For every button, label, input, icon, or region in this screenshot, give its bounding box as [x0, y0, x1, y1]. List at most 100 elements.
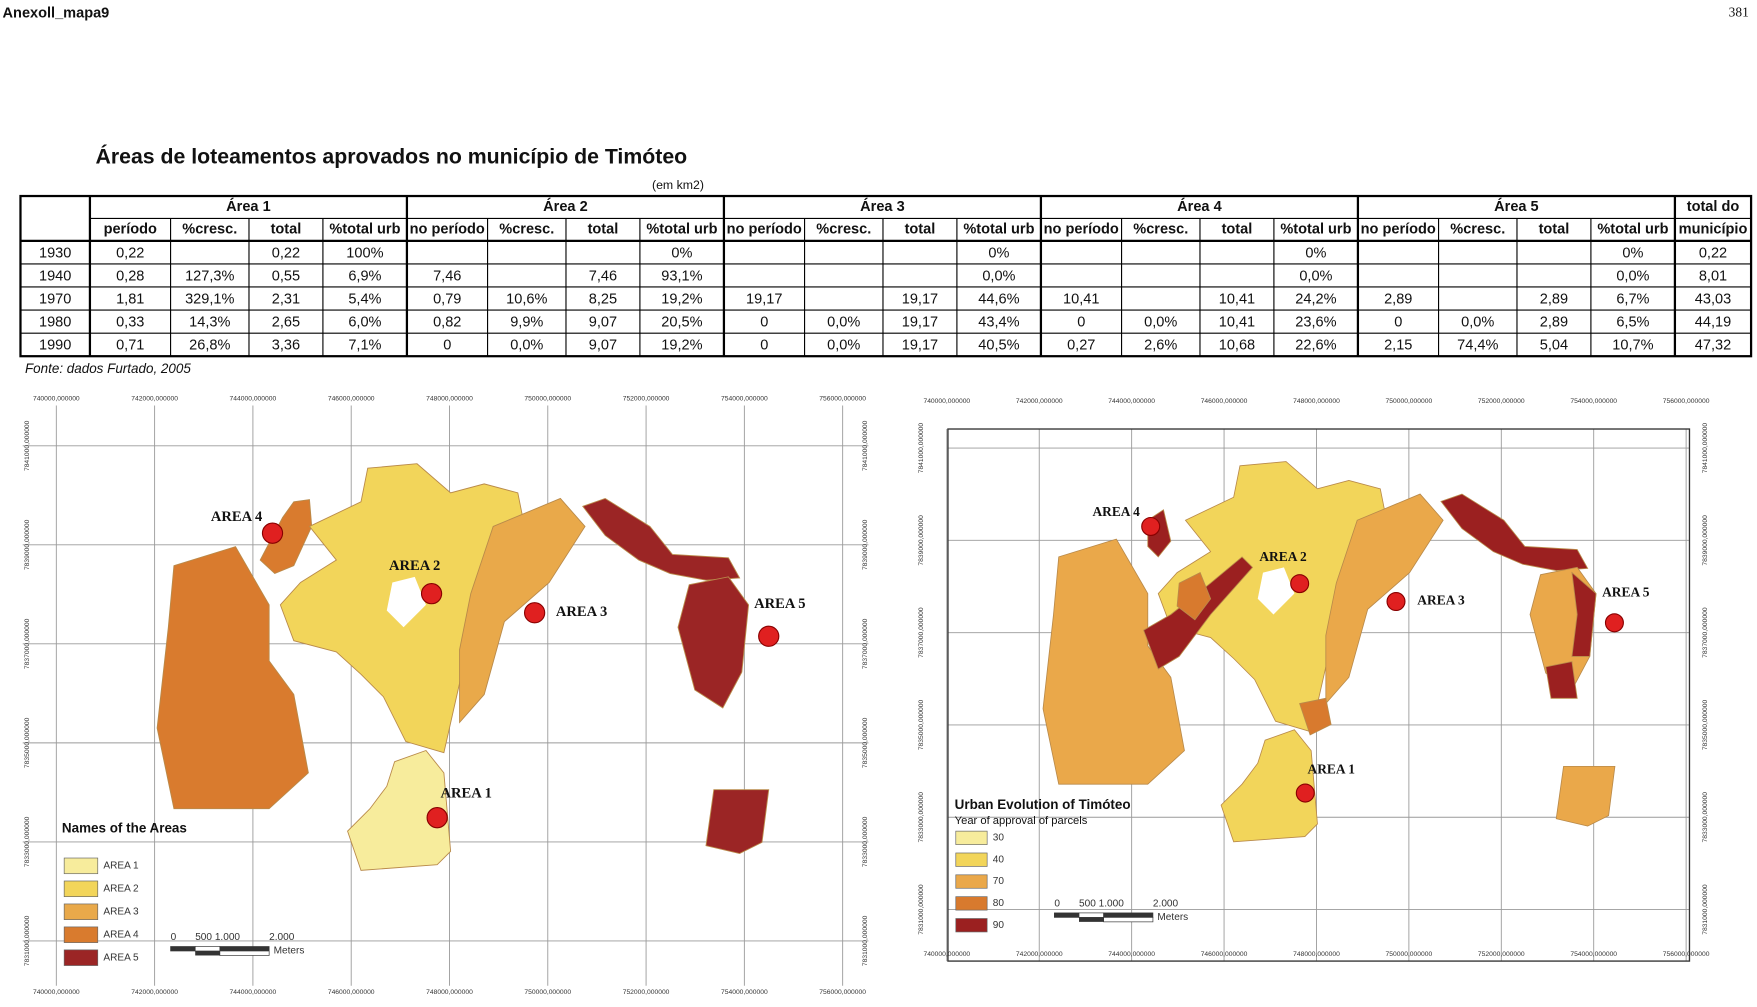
- coord-label: 752000,000000: [1478, 398, 1525, 405]
- cell: 2,65: [272, 315, 300, 331]
- group-header: total do: [1687, 199, 1740, 215]
- cell: 9,9%: [510, 315, 543, 331]
- coord-label: 744000,000000: [1108, 398, 1155, 405]
- column-header: %total urb: [1280, 221, 1351, 237]
- cell: 19,2%: [661, 291, 702, 307]
- scale-bar: [194, 946, 221, 952]
- scale-label: 2.000: [1153, 899, 1179, 910]
- legend-label: 30: [993, 833, 1005, 844]
- area-5-strip: [582, 497, 741, 581]
- scale-label: 0: [1054, 899, 1060, 910]
- cell: 0,79: [433, 291, 461, 307]
- coord-label: 750000,000000: [524, 989, 571, 996]
- coord-label: 7841000,000000: [918, 423, 925, 474]
- coord-label: 750000,000000: [1386, 398, 1433, 405]
- legend-label: AREA 2: [103, 883, 139, 894]
- legend-swatch: [63, 949, 99, 966]
- coord-label: 740000,000000: [923, 398, 970, 405]
- scale-label: 2.000: [269, 932, 295, 943]
- coord-label: 748000,000000: [1293, 398, 1340, 405]
- table: Área 1 Área 2 Área 3 Área 4 Área 5 total do pe…: [19, 194, 1753, 358]
- area-label: AREA 1: [1308, 762, 1356, 777]
- cell: 0,28: [116, 268, 144, 284]
- coord-label: 7833000,000000: [918, 792, 925, 843]
- cell: 0,55: [272, 268, 300, 284]
- cell: 10,41: [1063, 291, 1099, 307]
- cell: 1990: [39, 338, 71, 354]
- cell: 0,22: [272, 245, 300, 261]
- coord-label: 7833000,000000: [24, 816, 31, 867]
- group-header: Área 2: [543, 198, 587, 215]
- scale-bar: [1079, 917, 1104, 922]
- column-header: total: [588, 221, 619, 237]
- scale-bar: [219, 950, 270, 956]
- scale-bar: [170, 946, 196, 952]
- column-header: no período: [1044, 221, 1119, 237]
- cell: 100%: [346, 245, 383, 261]
- column-header: %cresc.: [816, 221, 871, 237]
- coord-label: 752000,000000: [1478, 951, 1525, 958]
- cell: 19,17: [902, 291, 938, 307]
- scale-bar: [1078, 912, 1104, 918]
- cell: 1930: [39, 245, 71, 261]
- legend-subtitle: Year of approval of parcels: [955, 815, 1088, 827]
- cell: 0: [1077, 315, 1085, 331]
- coord-label: 7835000,000000: [1702, 699, 1709, 750]
- coord-label: 740000,000000: [33, 989, 80, 996]
- cell: 6,7%: [1616, 291, 1649, 307]
- cell: 0,0%: [1299, 268, 1332, 284]
- coord-label: 746000,000000: [1201, 951, 1248, 958]
- coord-label: 7837000,000000: [1702, 607, 1709, 658]
- cell: 19,17: [902, 338, 938, 354]
- area-label: AREA 3: [556, 604, 607, 620]
- coord-label: 742000,000000: [1016, 398, 1063, 405]
- legend-label: 90: [993, 920, 1005, 931]
- cell: 0%: [1622, 245, 1643, 261]
- marker: [523, 602, 546, 624]
- column-header: %total urb: [646, 221, 717, 237]
- cell: 0: [760, 315, 768, 331]
- coord-label: 7835000,000000: [918, 699, 925, 750]
- coord-label: 7835000,000000: [862, 717, 869, 768]
- coord-label: 742000,000000: [131, 396, 178, 403]
- cell: 2,89: [1540, 315, 1568, 331]
- cell: 23,6%: [1295, 315, 1336, 331]
- legend-swatch: [955, 874, 988, 889]
- coord-label: 7837000,000000: [24, 618, 31, 669]
- coord-label: 754000,000000: [721, 396, 768, 403]
- map-right: AREA 4 AREA 2 AREA 3 AREA 5 AREA 1 Urban…: [918, 398, 1710, 962]
- cell: 0,82: [433, 315, 461, 331]
- cell: 6,0%: [348, 315, 381, 331]
- table-border: [19, 194, 1753, 358]
- area-1-shape: [347, 749, 452, 871]
- marker: [420, 583, 443, 605]
- map-grid: [946, 429, 1690, 962]
- column-header: município: [1679, 221, 1748, 237]
- cell: 0: [760, 338, 768, 354]
- cell: 5,04: [1540, 338, 1568, 354]
- coord-label: 756000,000000: [819, 989, 866, 996]
- coord-label: 744000,000000: [1108, 951, 1155, 958]
- scale-bar: [1103, 912, 1154, 918]
- coord-label: 748000,000000: [426, 396, 473, 403]
- cell: 10,6%: [506, 291, 547, 307]
- cell: 0,0%: [827, 315, 860, 331]
- coord-label: 752000,000000: [623, 396, 670, 403]
- cell: 43,4%: [978, 315, 1019, 331]
- area-label: AREA 4: [211, 509, 262, 525]
- marker: [1604, 613, 1624, 633]
- column-header: %cresc.: [499, 221, 554, 237]
- area-4-strip: [259, 499, 313, 575]
- cell: 0,0%: [1461, 315, 1494, 331]
- cell: 8,01: [1699, 268, 1727, 284]
- cell: 0,0%: [827, 338, 860, 354]
- title: Áreas de loteamentos aprovados no municí…: [96, 144, 688, 169]
- cell: 5,4%: [348, 291, 381, 307]
- marker: [1290, 574, 1310, 594]
- legend-swatch: [63, 880, 99, 898]
- cell: 44,19: [1695, 315, 1731, 331]
- coord-label: 746000,000000: [328, 989, 375, 996]
- coord-label: 748000,000000: [1293, 951, 1340, 958]
- map-left: AREA 4 AREA 2 AREA 3 AREA 5 AREA 1 Names…: [22, 396, 869, 996]
- cell: 0,0%: [982, 268, 1015, 284]
